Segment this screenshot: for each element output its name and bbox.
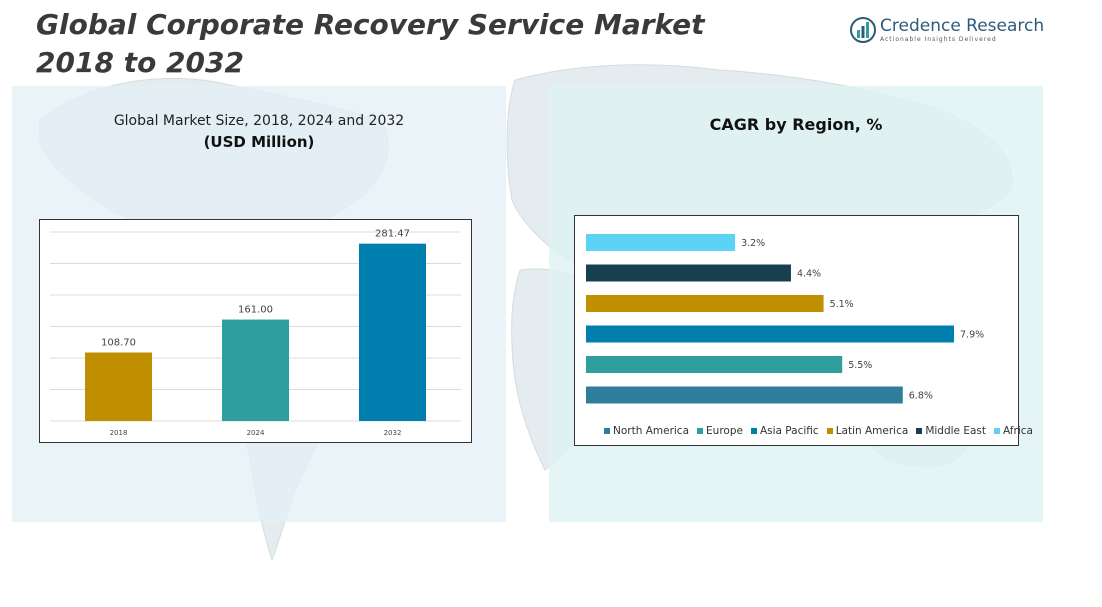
title-line-1: Global Corporate Recovery Service Market bbox=[36, 8, 705, 41]
legend-swatch bbox=[916, 428, 923, 434]
bar-value-label: 281.47 bbox=[375, 229, 410, 240]
bar-middle-east bbox=[586, 264, 791, 282]
legend-swatch bbox=[697, 428, 704, 434]
legend-item: North America bbox=[604, 424, 689, 438]
legend-label: North America bbox=[613, 425, 690, 437]
logo-name: Credence Research bbox=[880, 16, 1045, 36]
bar-2024 bbox=[222, 319, 289, 421]
bar-north-america bbox=[586, 386, 903, 404]
legend-swatch bbox=[604, 428, 610, 434]
bar-value-label: 5.5% bbox=[848, 360, 872, 371]
legend-label: Latin America bbox=[835, 425, 909, 437]
market-size-bar-chart-svg: 108.70 2018 161.00 2024 281.47 2032 bbox=[50, 229, 461, 437]
logo-icon bbox=[850, 17, 876, 43]
bar-africa bbox=[586, 234, 736, 251]
title-line-2: 2018 to 2032 bbox=[36, 46, 244, 79]
legend-item: Africa bbox=[994, 424, 1033, 438]
legend-label: Africa bbox=[1003, 425, 1033, 437]
x-tick-label: 2024 bbox=[247, 429, 265, 437]
x-tick-label: 2032 bbox=[384, 429, 402, 437]
bar-value-label: 3.2% bbox=[741, 238, 765, 249]
cagr-chart: 3.2% 4.4% 5.1% 7.9% 5.5% 6.8% bbox=[574, 215, 1019, 446]
market-size-chart-subtitle: (USD Million) bbox=[203, 133, 315, 151]
bar-value-label: 161.00 bbox=[238, 305, 273, 316]
market-size-chart-title: Global Market Size, 2018, 2024 and 2032 bbox=[113, 113, 405, 129]
legend-item: Middle East bbox=[916, 424, 986, 438]
legend-label: Europe bbox=[706, 425, 743, 437]
legend-swatch bbox=[750, 428, 757, 434]
legend-item: Latin America bbox=[826, 424, 909, 438]
credence-research-logo: Credence Research Actionable Insights De… bbox=[850, 14, 1044, 48]
page-title: Global Corporate Recovery Service Market… bbox=[36, 6, 736, 82]
bar-2032 bbox=[359, 243, 426, 421]
bar-value-label: 4.4% bbox=[797, 269, 821, 280]
x-tick-label: 2018 bbox=[110, 429, 128, 437]
legend-item: Asia Pacific bbox=[750, 424, 819, 438]
bar-latin-america bbox=[586, 295, 824, 312]
legend-swatch bbox=[994, 428, 1000, 434]
bar-value-label: 6.8% bbox=[909, 391, 933, 402]
cagr-bar-chart-svg: 3.2% 4.4% 5.1% 7.9% 5.5% 6.8% bbox=[586, 234, 984, 404]
logo-tagline: Actionable Insights Delivered bbox=[880, 36, 997, 43]
bar-europe bbox=[586, 356, 843, 373]
market-size-chart: 108.70 2018 161.00 2024 281.47 2032 bbox=[39, 219, 472, 443]
bar-value-label: 7.9% bbox=[960, 330, 984, 341]
legend-label: Middle East bbox=[925, 425, 986, 437]
bar-asia-pacific bbox=[586, 325, 954, 343]
legend-item: Europe bbox=[697, 424, 743, 438]
bar-2018 bbox=[85, 352, 152, 421]
bar-value-label: 5.1% bbox=[830, 299, 854, 310]
bar-value-label: 108.70 bbox=[101, 338, 136, 349]
cagr-chart-title: CAGR by Region, % bbox=[709, 115, 883, 134]
legend-label: Asia Pacific bbox=[759, 425, 819, 437]
cagr-legend: North America Europe Asia Pacific Latin Ame… bbox=[604, 424, 1033, 438]
legend-swatch bbox=[826, 428, 833, 434]
